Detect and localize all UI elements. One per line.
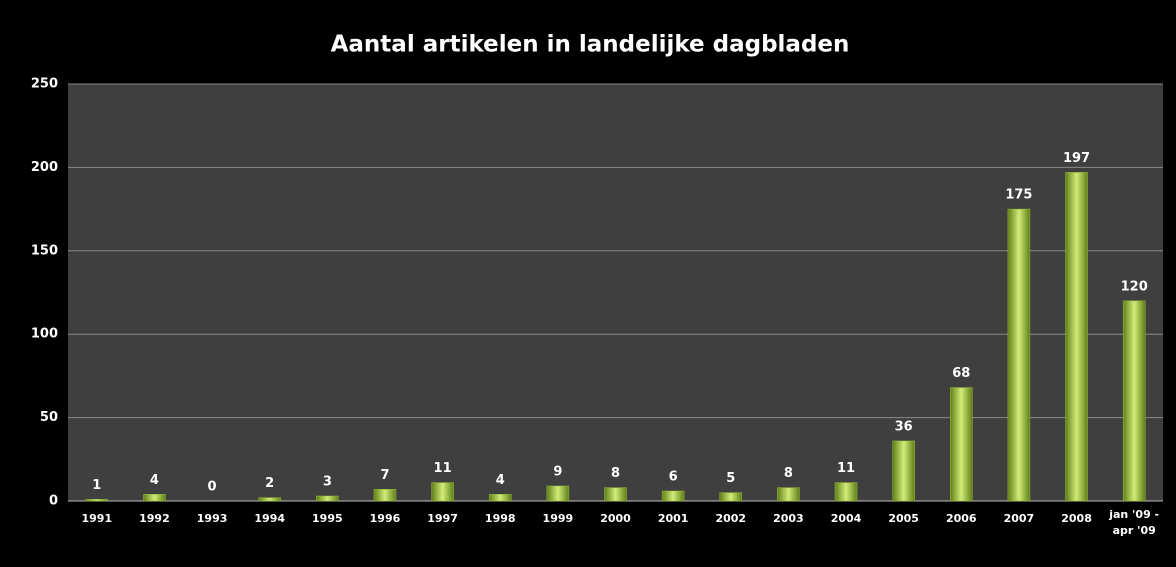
bar (719, 492, 743, 502)
x-tick-label: 1999 (543, 512, 574, 525)
x-tick-label: 1998 (485, 512, 516, 525)
x-tick-label: 1993 (197, 512, 228, 525)
data-label: 197 (1063, 151, 1090, 166)
bar (777, 487, 800, 502)
bar (1007, 208, 1031, 502)
x-tick-label: 2006 (946, 512, 977, 525)
x-tick-label: 2001 (658, 512, 689, 525)
data-label: 6 (669, 469, 678, 484)
data-label: 2 (265, 476, 274, 491)
chart-title: Aantal artikelen in landelijke dagbladen (331, 32, 850, 58)
x-tick-label: 1994 (254, 512, 285, 525)
data-label: 7 (380, 468, 389, 483)
bar (1065, 172, 1088, 502)
x-tick-label: 1997 (427, 512, 458, 525)
x-tick-label: 2000 (600, 512, 631, 525)
bar (604, 487, 627, 502)
bar (1122, 300, 1146, 502)
y-tick-label: 150 (31, 243, 58, 258)
data-label: 11 (434, 461, 452, 476)
bar (143, 494, 166, 502)
data-label: 1 (92, 478, 101, 493)
data-label: 11 (837, 461, 855, 476)
data-label: 5 (726, 471, 735, 486)
y-tick-label: 0 (49, 494, 58, 509)
x-tick-label: jan '09 -apr '09 (1108, 508, 1159, 537)
bar (546, 485, 570, 502)
x-tick-label: 2004 (831, 512, 862, 525)
x-tick-label: 2003 (773, 512, 804, 525)
bar (431, 482, 454, 502)
y-tick-label: 50 (40, 410, 58, 425)
bar (834, 482, 858, 502)
x-tick-label: 1992 (139, 512, 170, 525)
data-label: 120 (1121, 279, 1148, 294)
y-tick-label: 100 (31, 327, 58, 342)
plot-area (68, 84, 1163, 501)
data-label: 36 (895, 419, 913, 434)
data-label: 8 (784, 466, 793, 481)
data-label: 4 (150, 473, 159, 488)
data-label: 0 (208, 480, 217, 495)
bar (950, 387, 973, 502)
x-tick-label: 2002 (715, 512, 746, 525)
y-tick-label: 250 (31, 77, 58, 92)
bar (373, 489, 397, 502)
data-label: 175 (1005, 188, 1032, 203)
x-tick-label: 1991 (82, 512, 113, 525)
bar (892, 440, 915, 502)
x-tick-label: 2007 (1004, 512, 1035, 525)
bar (488, 494, 512, 502)
data-label: 9 (553, 464, 562, 479)
data-label: 3 (323, 474, 332, 489)
bar (85, 499, 109, 502)
x-tick-label: 2005 (888, 512, 919, 525)
x-tick-label: 1996 (370, 512, 401, 525)
data-label: 68 (952, 366, 970, 381)
bar (316, 495, 339, 502)
bar (661, 490, 685, 502)
x-tick-label: 2008 (1061, 512, 1092, 525)
data-label: 8 (611, 466, 620, 481)
x-tick-label: 1995 (312, 512, 343, 525)
bar (258, 497, 281, 502)
y-tick-label: 200 (31, 160, 58, 175)
data-label: 4 (496, 473, 505, 488)
